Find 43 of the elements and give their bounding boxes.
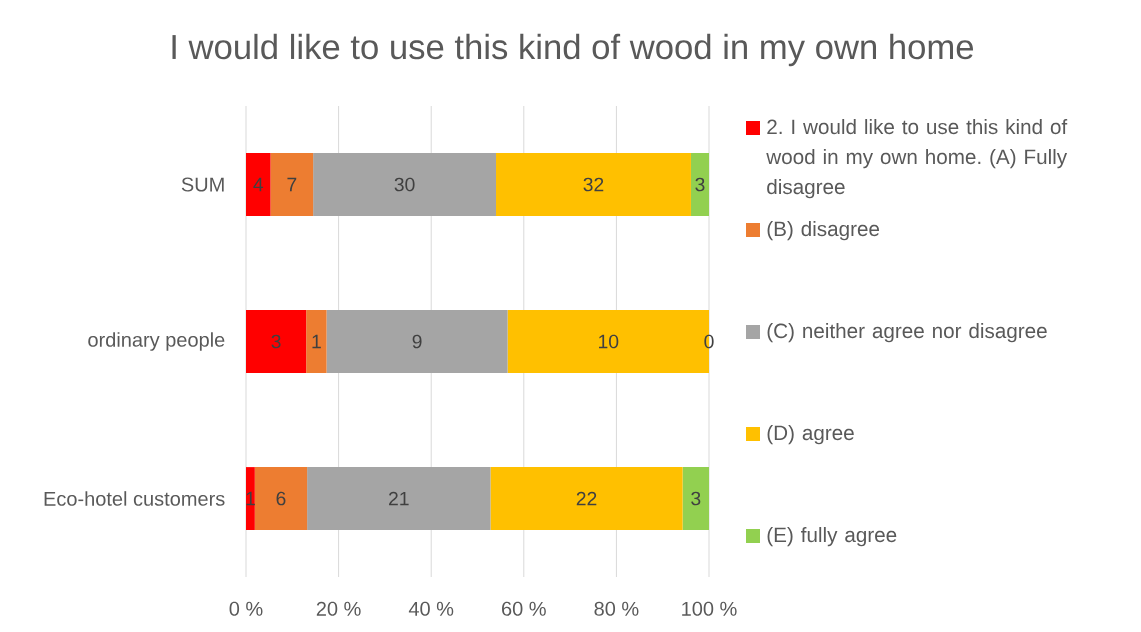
y-tick-label: SUM <box>181 177 224 192</box>
y-tick-label: Eco-hotel customers <box>44 491 225 506</box>
x-tick-label: 60 % <box>502 601 546 616</box>
x-tick-label: 0 % <box>229 601 263 616</box>
annotation: 22 <box>576 491 597 506</box>
annotation: 21 <box>389 491 409 506</box>
annotation: 3 <box>271 334 281 349</box>
annotation: 0 <box>704 334 714 349</box>
annotation: 1 <box>246 491 255 506</box>
annotation: 3 <box>691 491 701 506</box>
bar <box>254 467 308 530</box>
bar <box>246 310 307 373</box>
bar <box>313 153 497 216</box>
chart-title: I would like to use this kind of wood in my own home <box>172 33 974 67</box>
bar <box>306 310 327 373</box>
annotation: 30 <box>394 177 415 192</box>
x-tick-label: 20 % <box>316 601 361 616</box>
legend-label: (C) neither agree nor disagree <box>767 323 1047 343</box>
annotation: 10 <box>599 334 619 349</box>
annotation: 7 <box>287 177 297 192</box>
bar <box>326 310 508 373</box>
bar <box>307 467 491 530</box>
bar <box>496 153 691 216</box>
bar <box>246 467 255 530</box>
annotation: 32 <box>583 177 604 192</box>
x-tick-label: 80 % <box>594 601 639 616</box>
legend-label: (E) fully agree <box>767 527 897 547</box>
y-tick-label: ordinary people <box>88 332 225 351</box>
annotation: 4 <box>253 177 264 192</box>
annotation: 1 <box>312 334 321 349</box>
bar <box>270 153 314 216</box>
annotation: 3 <box>695 177 705 192</box>
annotation: 6 <box>276 491 286 506</box>
annotation: 9 <box>412 334 422 349</box>
legend-label: 2. I would like to use this kind of wood in my own home. (A) Fully disagree <box>766 119 1068 199</box>
bar <box>246 153 271 216</box>
x-tick-label: 100 % <box>682 601 737 616</box>
legend-label: (D) agree <box>767 425 854 445</box>
bar <box>690 153 710 216</box>
bar <box>490 467 683 530</box>
bar <box>682 467 710 530</box>
x-tick-label: 40 % <box>408 601 454 616</box>
legend-label: (B) disagree <box>767 221 880 241</box>
